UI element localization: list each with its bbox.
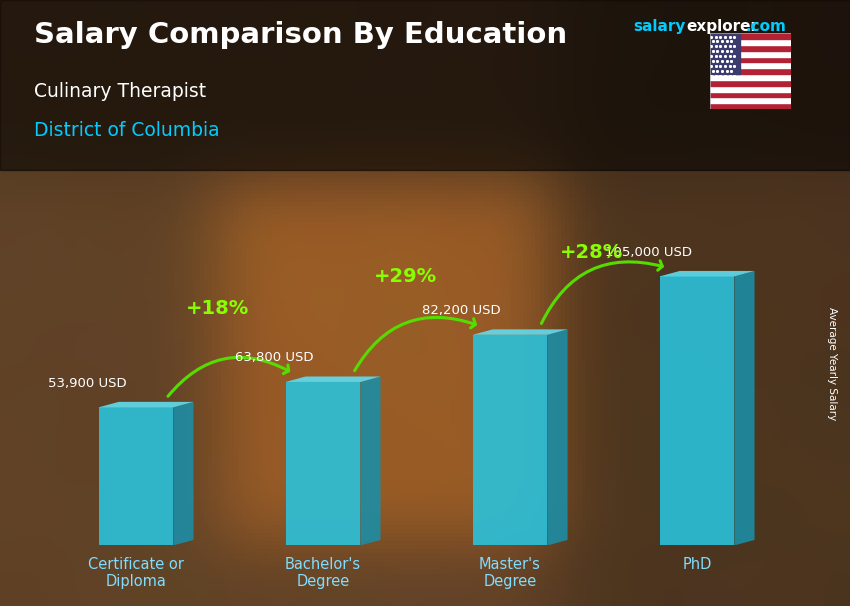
Polygon shape: [660, 271, 755, 276]
Polygon shape: [360, 376, 381, 545]
Bar: [710, 33, 740, 74]
Text: +18%: +18%: [186, 299, 250, 318]
Polygon shape: [547, 329, 568, 545]
Polygon shape: [473, 335, 547, 545]
Polygon shape: [99, 407, 173, 545]
Bar: [710, 92, 791, 98]
Bar: [710, 45, 791, 51]
Bar: [710, 103, 791, 109]
Polygon shape: [660, 276, 734, 545]
Bar: [710, 56, 791, 62]
Polygon shape: [286, 376, 381, 382]
Polygon shape: [473, 329, 568, 335]
Bar: [710, 51, 791, 56]
Bar: [710, 98, 791, 103]
Bar: [710, 74, 791, 80]
Text: +28%: +28%: [560, 244, 624, 262]
Bar: [710, 86, 791, 92]
Bar: [710, 33, 791, 109]
Text: 105,000 USD: 105,000 USD: [604, 245, 692, 259]
Text: 82,200 USD: 82,200 USD: [422, 304, 501, 317]
Text: +29%: +29%: [373, 267, 437, 285]
Bar: [710, 39, 791, 45]
Text: District of Columbia: District of Columbia: [34, 121, 219, 140]
Bar: [710, 68, 791, 74]
Polygon shape: [734, 271, 755, 545]
Bar: [710, 62, 791, 68]
Text: Salary Comparison By Education: Salary Comparison By Education: [34, 21, 567, 49]
Bar: [710, 80, 791, 86]
Text: Average Yearly Salary: Average Yearly Salary: [827, 307, 837, 420]
Polygon shape: [173, 402, 194, 545]
Text: salary: salary: [633, 19, 686, 35]
Text: explorer: explorer: [686, 19, 758, 35]
Text: .com: .com: [745, 19, 786, 35]
Text: 63,800 USD: 63,800 USD: [235, 351, 314, 364]
Polygon shape: [286, 382, 360, 545]
Polygon shape: [99, 402, 194, 407]
Text: 53,900 USD: 53,900 USD: [48, 376, 127, 390]
Text: Culinary Therapist: Culinary Therapist: [34, 82, 206, 101]
Bar: [710, 33, 791, 39]
